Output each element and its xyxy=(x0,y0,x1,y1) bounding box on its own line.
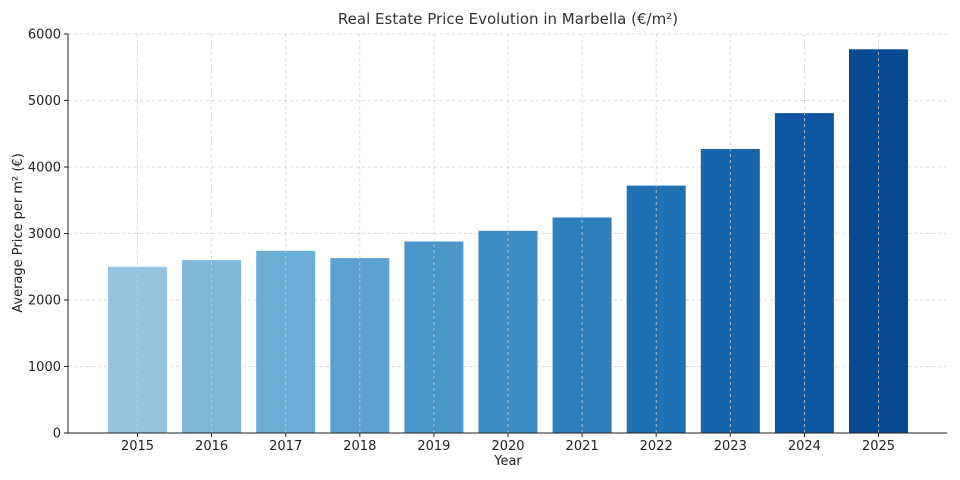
x-tick-label: 2018 xyxy=(343,439,376,454)
x-tick-label: 2019 xyxy=(417,439,450,454)
bars xyxy=(108,34,908,434)
x-tick-label: 2020 xyxy=(491,439,524,454)
axes: 0 1000 2000 3000 4000 5000 6000 2015 2016 2017 201… xyxy=(28,28,947,454)
y-tick-label: 1000 xyxy=(28,360,61,375)
x-tick-label: 2025 xyxy=(862,439,895,454)
x-tick-label: 2022 xyxy=(640,439,673,454)
x-tick-label: 2016 xyxy=(195,439,228,454)
y-tick-label: 2000 xyxy=(28,294,61,309)
y-tick-label: 0 xyxy=(53,427,61,442)
y-tick-label: 6000 xyxy=(28,28,61,43)
y-tick-label: 3000 xyxy=(28,227,61,242)
y-tick-label: 5000 xyxy=(28,94,61,109)
y-tick-label: 4000 xyxy=(28,161,61,176)
x-tick-label: 2023 xyxy=(714,439,747,454)
bar-2021 xyxy=(552,217,612,433)
x-tick-label: 2015 xyxy=(121,439,154,454)
y-axis-label: Average Price per m² (€) xyxy=(11,153,26,313)
x-tick-label: 2021 xyxy=(566,439,599,454)
chart-title: Real Estate Price Evolution in Marbella … xyxy=(338,10,678,28)
x-tick-label: 2017 xyxy=(269,439,302,454)
x-axis-label: Year xyxy=(493,454,522,469)
x-tick-label: 2024 xyxy=(788,439,821,454)
